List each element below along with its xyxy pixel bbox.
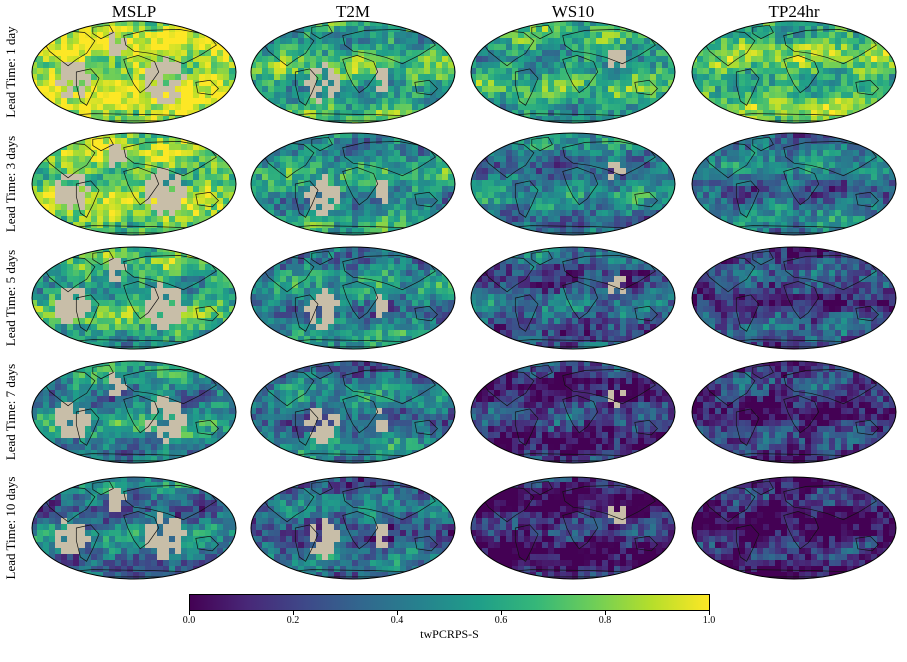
map-tp24hr-row1 bbox=[691, 20, 897, 124]
colorbar-tick-label: 0.2 bbox=[286, 615, 300, 626]
colorbar-tick-mark bbox=[293, 611, 294, 615]
colorbar bbox=[189, 594, 710, 611]
colorbar-tick-label: 0.4 bbox=[390, 615, 404, 626]
column-title-mslp: MSLP bbox=[111, 2, 157, 21]
row-label-3: Lead Time: 5 days bbox=[3, 249, 18, 347]
column-title-tp24hr: TP24hr bbox=[768, 2, 820, 21]
map-mslp-row2 bbox=[31, 132, 237, 236]
map-ws10-row5 bbox=[470, 476, 676, 580]
row-label-4: Lead Time: 7 days bbox=[3, 363, 18, 461]
row-label-5: Lead Time: 10 days bbox=[3, 476, 18, 580]
colorbar-tick-mark bbox=[397, 611, 398, 615]
map-tp24hr-row3 bbox=[691, 246, 897, 350]
colorbar-tick-mark bbox=[709, 611, 710, 615]
colorbar-label: twPCRPS-S bbox=[420, 627, 479, 641]
colorbar-tick-label: 0.6 bbox=[494, 615, 508, 626]
map-t2m-row2 bbox=[250, 132, 456, 236]
map-mslp-row4 bbox=[31, 360, 237, 464]
colorbar-tick-label: 0.0 bbox=[182, 615, 196, 626]
map-ws10-row2 bbox=[470, 132, 676, 236]
map-t2m-row1 bbox=[250, 20, 456, 124]
colorbar-tick-mark bbox=[605, 611, 606, 615]
row-label-2: Lead Time: 3 days bbox=[3, 135, 18, 233]
map-tp24hr-row2 bbox=[691, 132, 897, 236]
colorbar-tick-mark bbox=[189, 611, 190, 615]
column-title-ws10: WS10 bbox=[551, 2, 595, 21]
map-ws10-row4 bbox=[470, 360, 676, 464]
column-title-t2m: T2M bbox=[336, 2, 370, 21]
colorbar-tick-label: 0.8 bbox=[598, 615, 612, 626]
row-label-1: Lead Time: 1 day bbox=[3, 26, 18, 118]
map-t2m-row4 bbox=[250, 360, 456, 464]
map-ws10-row1 bbox=[470, 20, 676, 124]
map-ws10-row3 bbox=[470, 246, 676, 350]
colorbar-tick-mark bbox=[501, 611, 502, 615]
map-mslp-row1 bbox=[31, 20, 237, 124]
map-t2m-row5 bbox=[250, 476, 456, 580]
map-t2m-row3 bbox=[250, 246, 456, 350]
colorbar-tick-label: 1.0 bbox=[702, 615, 716, 626]
map-tp24hr-row4 bbox=[691, 360, 897, 464]
map-mslp-row5 bbox=[31, 476, 237, 580]
map-tp24hr-row5 bbox=[691, 476, 897, 580]
map-mslp-row3 bbox=[31, 246, 237, 350]
